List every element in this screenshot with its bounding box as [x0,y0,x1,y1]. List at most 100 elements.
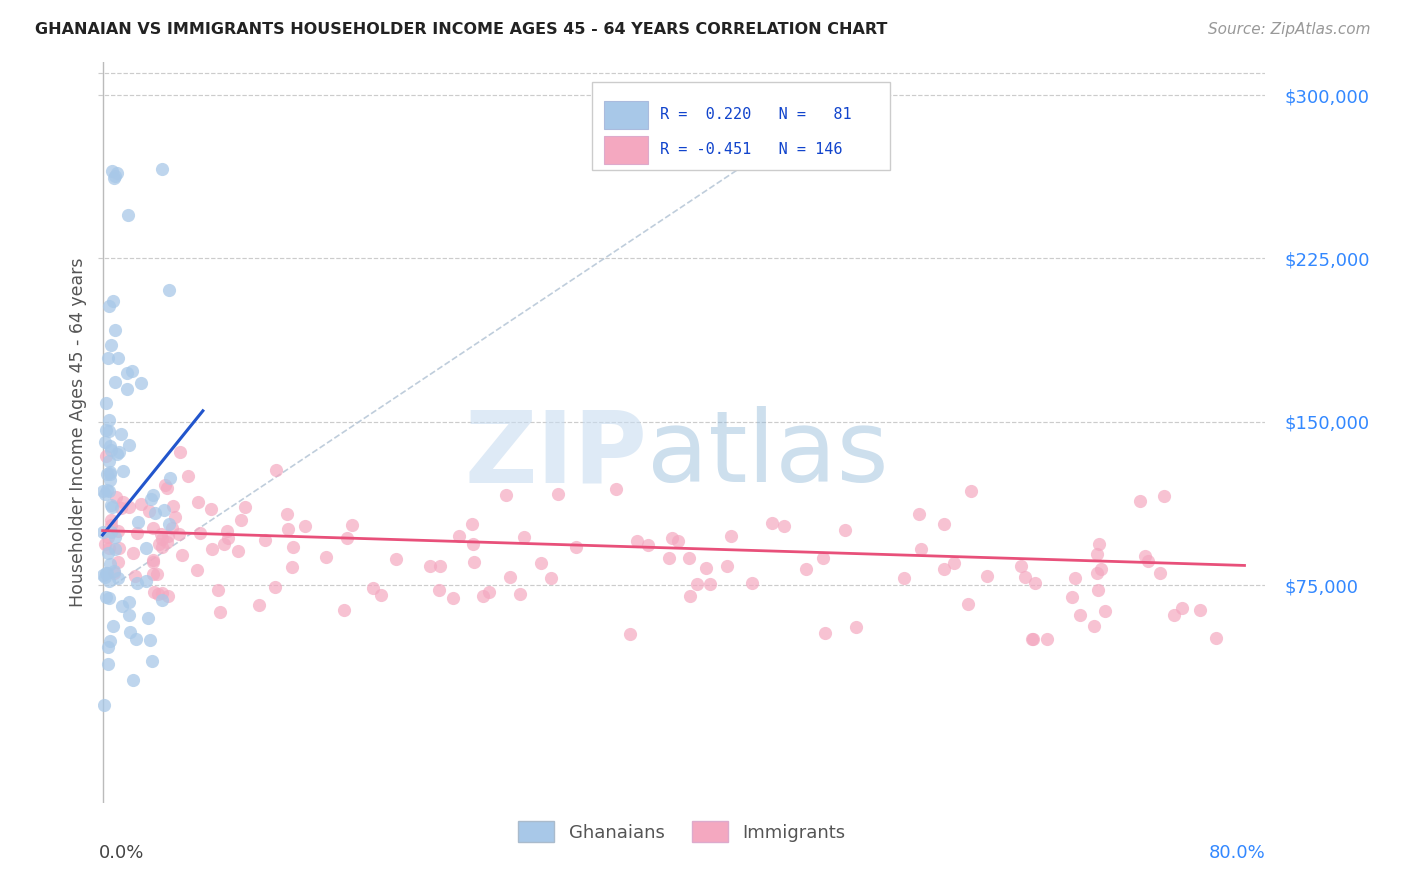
Point [385,551,408,566]
Point [162,499,184,513]
Point [100,498,122,512]
Point [115,367,138,381]
Point [105,447,128,461]
Point [138,504,160,518]
Point [96,566,118,580]
Point [110,427,132,442]
Point [1170,600,1192,615]
Point [1036,632,1059,647]
Point [1137,554,1160,568]
Point [107,351,129,365]
Point [122,546,145,560]
Point [229,512,252,526]
Point [1014,570,1036,584]
Point [129,376,152,390]
Point [1094,603,1116,617]
Point [107,555,129,569]
Point [943,556,966,570]
Point [605,482,627,496]
Point [146,567,169,582]
Point [142,521,165,535]
Point [513,530,536,544]
Point [112,495,135,509]
Point [1021,632,1043,647]
Point [281,541,304,555]
Point [1085,547,1108,561]
Point [370,589,392,603]
Point [96,483,118,497]
Point [98,557,121,571]
Text: atlas: atlas [647,407,889,503]
Point [834,523,856,537]
Point [169,445,191,459]
Point [118,595,141,609]
Point [146,587,169,601]
Text: ZIP: ZIP [464,407,647,503]
Point [98,484,121,499]
Point [908,507,931,521]
Point [97,454,120,468]
Point [419,559,441,574]
Point [94,423,117,437]
Point [247,598,270,612]
Point [108,541,131,556]
Text: R =  0.220   N =   81: R = 0.220 N = 81 [659,107,852,122]
Point [156,589,179,603]
Point [361,581,384,595]
Point [976,569,998,583]
Point [98,440,121,454]
Point [142,555,165,569]
Point [1087,582,1109,597]
Point [215,524,238,538]
Point [101,294,124,309]
Point [100,524,122,539]
Point [91,567,114,582]
Point [101,164,124,178]
Point [254,533,277,548]
Point [281,560,304,574]
Point [101,619,124,633]
Point [157,284,180,298]
Point [110,501,132,516]
Point [160,520,183,534]
Point [200,501,222,516]
FancyBboxPatch shape [592,82,890,169]
Point [103,564,125,578]
Point [94,487,117,501]
Point [127,515,149,529]
Point [156,481,179,495]
Text: R = -0.451   N = 146: R = -0.451 N = 146 [659,142,842,157]
Point [814,625,837,640]
Point [201,541,224,556]
Point [104,323,127,337]
Point [679,589,702,603]
Point [104,376,127,390]
Point [509,587,531,601]
Point [619,627,641,641]
Point [167,526,190,541]
Point [94,434,117,449]
Point [957,597,980,611]
Point [152,586,174,600]
Point [165,509,187,524]
Point [187,495,209,509]
Point [294,519,316,533]
Point [429,583,451,598]
Point [107,524,129,538]
Point [658,550,681,565]
Point [463,555,485,569]
Point [118,624,141,639]
Point [1024,575,1046,590]
Point [103,170,125,185]
Point [105,166,128,180]
Point [277,522,299,536]
Point [1205,631,1227,645]
Point [1087,566,1109,581]
Point [142,488,165,502]
Point [97,574,120,588]
Point [135,541,157,555]
Point [141,654,163,668]
Point [98,591,121,606]
Point [136,611,159,625]
Point [461,537,484,551]
